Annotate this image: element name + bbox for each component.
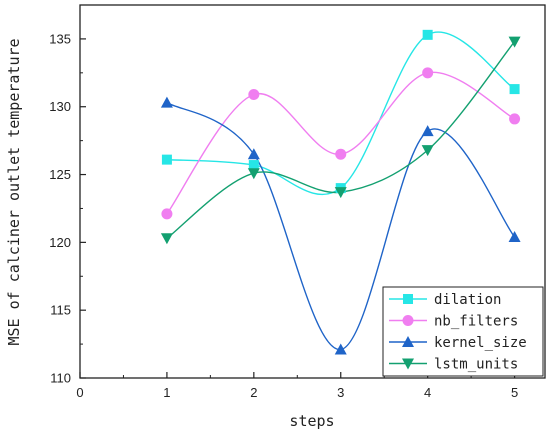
y-tick-label-120: 120 xyxy=(49,235,71,250)
data-point-nb-filters-2 xyxy=(248,89,260,101)
x-tick-label-0: 0 xyxy=(76,385,83,400)
legend-label-kernel-size: kernel_size xyxy=(434,335,527,351)
y-axis-label: MSE of calciner outlet temperature xyxy=(5,38,23,345)
data-point-nb-filters-1 xyxy=(161,208,173,220)
data-point-lstm-units-2 xyxy=(247,168,260,180)
x-tick-label-5: 5 xyxy=(511,385,518,400)
data-point-lstm-units-4 xyxy=(421,145,434,157)
marker-layer xyxy=(160,29,521,355)
data-point-kernel-size-5 xyxy=(508,230,521,242)
series-line-kernel-size xyxy=(166,102,516,351)
data-point-nb-filters-3 xyxy=(335,148,347,160)
legend-label-dilation: dilation xyxy=(434,292,501,308)
legend-label-nb-filters: nb_filters xyxy=(434,314,518,330)
data-point-lstm-units-5 xyxy=(508,36,521,48)
series-line-lstm-units xyxy=(166,41,516,239)
y-tick-label-125: 125 xyxy=(49,167,71,182)
x-tick-label-3: 3 xyxy=(337,385,344,400)
data-point-kernel-size-3 xyxy=(334,343,347,355)
data-point-kernel-size-2 xyxy=(247,148,260,160)
data-point-dilation-4 xyxy=(422,29,433,40)
x-tick-label-2: 2 xyxy=(250,385,257,400)
data-point-dilation-5 xyxy=(509,84,520,95)
legend-marker-nb-filters xyxy=(402,315,414,326)
data-point-dilation-1 xyxy=(161,154,172,165)
legend-marker-lstm-units xyxy=(402,358,414,370)
y-tick-label-115: 115 xyxy=(50,303,71,318)
data-point-lstm-units-3 xyxy=(334,187,347,199)
plot-frame xyxy=(79,4,546,379)
y-tick-label-135: 135 xyxy=(49,31,71,46)
y-tick-label-130: 130 xyxy=(49,99,71,114)
data-point-nb-filters-4 xyxy=(422,67,434,79)
legend-marker-kernel-size xyxy=(402,336,414,347)
data-point-lstm-units-1 xyxy=(160,233,173,245)
data-point-kernel-size-1 xyxy=(160,96,173,108)
legend: dilation nb_filters kernel_size lstm_units xyxy=(382,286,544,377)
legend-label-lstm-units: lstm_units xyxy=(434,357,518,373)
x-axis-label: steps xyxy=(289,412,334,430)
data-point-nb-filters-5 xyxy=(509,113,521,125)
data-point-kernel-size-4 xyxy=(421,125,434,137)
x-tick-label-1: 1 xyxy=(163,385,170,400)
series-line-dilation xyxy=(166,31,515,196)
x-tick-label-4: 4 xyxy=(424,385,431,400)
legend-marker-dilation xyxy=(403,294,413,304)
y-axis: 110 115 120 125 130 135 xyxy=(49,31,86,386)
y-tick-label-110: 110 xyxy=(50,371,71,386)
data-point-dilation-2 xyxy=(248,160,259,171)
